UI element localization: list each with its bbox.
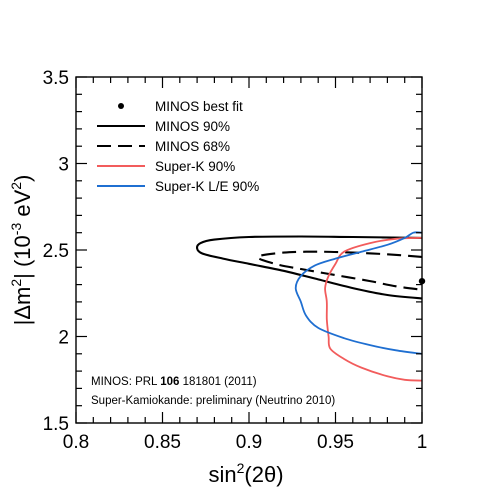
y-tick-label: 2.5 [43,241,69,262]
x-tick-label: 0.95 [317,432,354,453]
legend-item: MINOS 68% [97,139,230,154]
contour-minos-90 [195,235,422,300]
reference-note: MINOS: PRL 106 181801 (2011) [91,376,257,388]
tick-layer [75,76,423,424]
y-tick-label: 3.5 [43,68,69,89]
legend-marker [118,103,124,109]
y-axis-title: |Δm2| (10-3 eV2) [8,175,35,326]
y-tick-label: 1.5 [43,414,69,435]
contour-super-k-90 [324,237,422,382]
legend-item: Super-K L/E 90% [97,179,259,194]
tick-label-layer: 0.8 0.85 0.9 0.95 1 1.5 2 2.5 3 3.5 [43,68,428,453]
legend-label: Super-K L/E 90% [155,179,259,194]
x-axis-title: sin2(2θ) [208,460,283,487]
contour-layer [195,231,422,382]
x-tick-label: 0.85 [144,432,181,453]
reference-note: Super-Kamiokande: preliminary (Neutrino … [91,395,335,407]
legend-item: MINOS best fit [118,99,243,114]
legend-item: MINOS 90% [97,119,230,134]
best-fit-point [418,277,426,285]
y-tick-label: 2 [58,328,69,349]
legend-label: Super-K 90% [155,159,235,174]
contour-super-k-l-e-90 [294,231,422,355]
legend-label: MINOS 68% [155,139,230,154]
x-tick-label: 0.9 [236,432,262,453]
legend-label: MINOS best fit [155,99,243,114]
x-tick-label: 1 [417,432,428,453]
x-tick-label: 0.8 [63,432,89,453]
legend: MINOS best fit MINOS 90% MINOS 68% Super-K … [97,99,259,194]
legend-item: Super-K 90% [97,159,235,174]
legend-label: MINOS 90% [155,119,230,134]
reference-notes: MINOS: PRL 106 181801 (2011) Super-Kamiok… [91,376,335,407]
y-tick-label: 3 [58,155,69,176]
